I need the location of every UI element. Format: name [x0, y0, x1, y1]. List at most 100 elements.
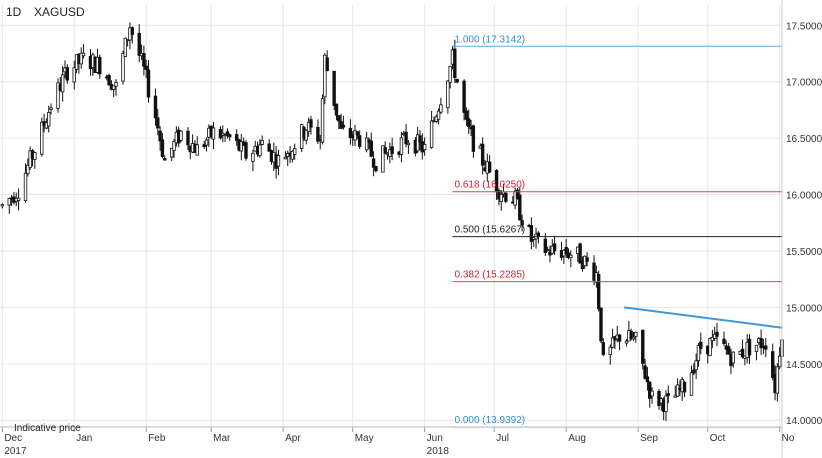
candle — [592, 255, 596, 286]
y-tick-label: 16.5000 — [786, 134, 822, 145]
candle — [722, 331, 726, 346]
candle-body — [777, 355, 782, 368]
candle — [160, 132, 165, 159]
candle — [251, 149, 255, 172]
candle — [158, 126, 162, 151]
candle — [114, 79, 118, 96]
candle-body — [7, 198, 11, 206]
candle-body — [290, 150, 295, 160]
candle-body — [448, 66, 452, 83]
candle-body — [40, 121, 44, 155]
candle — [142, 45, 146, 76]
candle-body — [418, 135, 422, 143]
candle — [163, 155, 167, 161]
candle — [239, 133, 244, 161]
candle-body — [601, 342, 606, 355]
candle-body — [429, 120, 434, 148]
candle — [390, 137, 394, 161]
candle — [128, 22, 132, 50]
candle — [471, 124, 476, 158]
candle — [453, 39, 457, 84]
candle-body — [699, 341, 703, 349]
candle-body — [529, 225, 534, 242]
candle-body — [81, 52, 86, 57]
candle — [56, 78, 60, 113]
candle-body — [283, 156, 288, 160]
candle-body — [599, 307, 603, 342]
candle — [608, 344, 612, 365]
candle-body — [439, 104, 443, 113]
candle-body — [56, 82, 60, 109]
candle-body — [355, 131, 360, 136]
candle-body — [170, 147, 174, 158]
candle-body — [72, 67, 76, 83]
candle — [355, 130, 360, 140]
candle-body — [518, 194, 522, 221]
candle — [309, 116, 313, 135]
candle-body — [664, 395, 668, 413]
candle-body — [98, 56, 102, 75]
candle — [518, 186, 522, 221]
candle-body — [747, 338, 752, 356]
candle — [28, 146, 32, 170]
candle — [202, 141, 206, 150]
candle-body — [107, 75, 111, 86]
x-tick-label: No — [782, 433, 795, 444]
candle — [204, 137, 209, 152]
candle — [121, 50, 125, 85]
candle — [323, 53, 327, 105]
candle-body — [381, 145, 385, 173]
candle-body — [357, 135, 362, 147]
candle-body — [144, 65, 148, 70]
candle-body — [244, 142, 248, 159]
candle-body — [202, 144, 206, 148]
candle — [406, 140, 411, 155]
candle — [23, 163, 28, 203]
candle — [98, 54, 102, 79]
candle — [60, 65, 65, 102]
candle — [33, 151, 37, 169]
candle — [228, 133, 232, 141]
y-tick-label: 14.5000 — [786, 360, 822, 371]
candle-body — [592, 262, 596, 281]
candle — [771, 343, 775, 381]
candle-body — [399, 137, 404, 155]
candle — [545, 246, 550, 252]
chart-grid — [0, 5, 782, 427]
candle-body — [364, 137, 369, 151]
candle — [710, 329, 715, 348]
candles-group — [0, 22, 784, 422]
candle-body — [404, 131, 408, 145]
candle-body — [234, 134, 239, 141]
candle-body — [596, 274, 601, 310]
candle — [225, 128, 230, 139]
symbol-label[interactable]: XAGUSD — [34, 5, 85, 19]
candle-body — [16, 197, 21, 201]
candle-body — [543, 238, 548, 253]
candle — [422, 137, 427, 156]
candle — [759, 329, 763, 355]
candle-body — [675, 384, 680, 397]
indicative-price-note: Indicative price — [14, 423, 81, 434]
candle — [569, 250, 573, 268]
timeframe-label[interactable]: 1D — [6, 5, 22, 19]
candle-body — [631, 336, 636, 340]
y-tick-label: 15.0000 — [786, 303, 822, 314]
candle — [504, 192, 508, 204]
candle — [186, 127, 190, 150]
candle-body — [156, 117, 160, 129]
candle — [467, 109, 471, 134]
candle — [689, 365, 694, 396]
candle-body — [708, 338, 712, 357]
year-label: 2017 — [4, 446, 27, 457]
fib-level-label: 0.382 (15.2285) — [454, 270, 525, 281]
candle — [552, 235, 557, 256]
candle-body — [33, 152, 37, 160]
fib-level-label: 0.000 (13.9392) — [454, 415, 525, 426]
candle-body — [689, 372, 694, 396]
candle-body — [146, 69, 151, 98]
candle — [643, 358, 647, 380]
candle-body — [316, 126, 320, 142]
candle — [645, 367, 650, 391]
